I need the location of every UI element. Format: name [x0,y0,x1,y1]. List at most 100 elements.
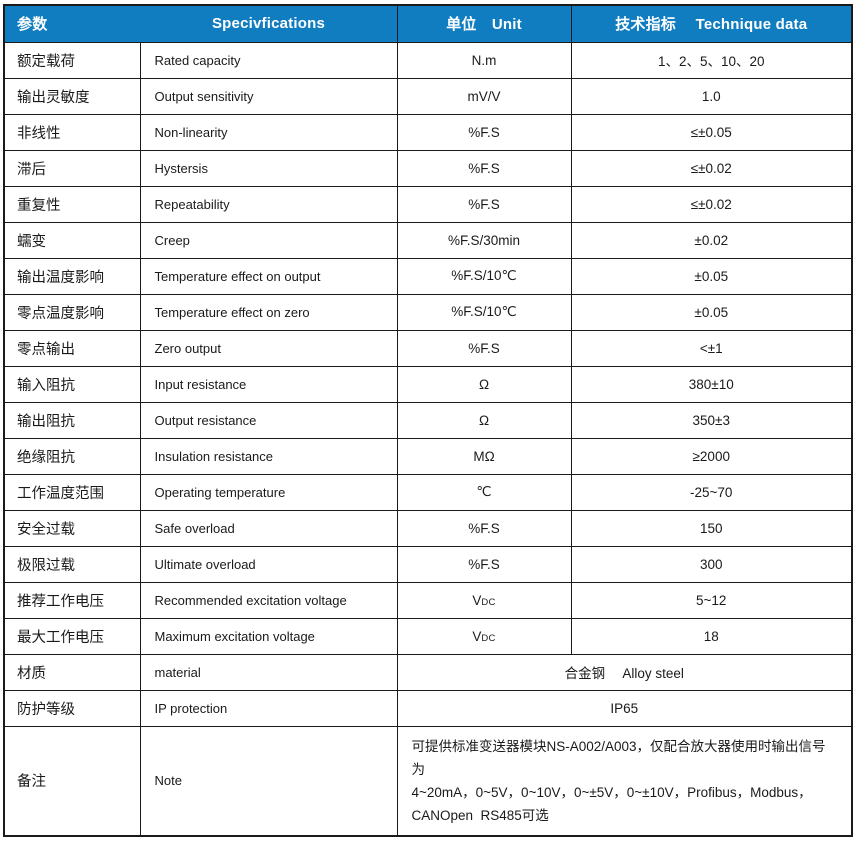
table-row: 零点温度影响 Temperature effect on zero %F.S/1… [3,293,853,331]
table-row: 最大工作电压 Maximum excitation voltage VDC 18 [3,617,853,655]
table-row: 重复性 Repeatability %F.S ≤±0.02 [3,185,853,223]
value-cell: 350±3 [570,401,853,439]
unit-text: %F.S [468,340,500,356]
unit-text: %F.S [468,520,500,536]
param-en-cell: Rated capacity [139,41,398,79]
param-zh-cell: 备注 [3,725,141,837]
value-cell: ≤±0.02 [570,185,853,223]
unit-text: mV/V [467,88,501,104]
param-en-cell: Safe overload [139,509,398,547]
table-row: 备注 Note 可提供标准变送器模块NS-A002/A003，仅配合放大器使用时… [3,725,853,837]
param-en-cell: Output sensitivity [139,77,398,115]
param-en-cell: Non-linearity [139,113,398,151]
table-row: 滞后 Hystersis %F.S ≤±0.02 [3,149,853,187]
value-cell: ≤±0.05 [570,113,853,151]
param-en-cell: Ultimate overload [139,545,398,583]
param-zh-cell: 最大工作电压 [3,617,141,655]
value-cell: <±1 [570,329,853,367]
param-zh-cell: 材质 [3,653,141,691]
param-zh-cell: 输出灵敏度 [3,77,141,115]
unit-cell: ℃ [396,473,572,511]
value-cell: -25~70 [570,473,853,511]
param-en-cell: Creep [139,221,398,259]
unit-cell: %F.S/30min [396,221,572,259]
unit-text: MΩ [473,448,495,464]
param-zh-cell: 防护等级 [3,689,141,727]
unit-text: %F.S [468,196,500,212]
value-cell: ≤±0.02 [570,149,853,187]
unit-text: V [472,592,482,608]
unit-cell: %F.S [396,113,572,151]
unit-cell: Ω [396,401,572,439]
unit-text: Ω [478,376,490,392]
unit-cell: %F.S [396,545,572,583]
param-zh-cell: 额定载荷 [3,41,141,79]
value-cell: ±0.02 [570,221,853,259]
header-row: 参数 Specivfications 单位 Unit 技术指标 Techniqu… [3,4,853,43]
merged-value-cell: IP65 [396,689,853,727]
unit-text: V [472,628,482,644]
unit-cell: VDC [396,581,572,619]
param-en-cell: IP protection [139,689,398,727]
unit-subscript: DC [481,632,496,644]
unit-text: N.m [471,52,497,68]
value-cell: 1、2、5、10、20 [570,41,853,79]
param-zh-cell: 绝缘阻抗 [3,437,141,475]
note-text-cell: 可提供标准变送器模块NS-A002/A003，仅配合放大器使用时输出信号为 4~… [396,725,853,837]
unit-cell: %F.S [396,509,572,547]
value-cell: ±0.05 [570,293,853,331]
table-row: 额定载荷 Rated capacity N.m 1、2、5、10、20 [3,41,853,79]
unit-subscript: DC [481,596,496,608]
param-zh-cell: 零点输出 [3,329,141,367]
header-param: 参数 [3,4,141,43]
unit-cell: Ω [396,365,572,403]
unit-cell: %F.S/10℃ [396,293,572,331]
param-zh-cell: 推荐工作电压 [3,581,141,619]
param-zh-cell: 输出阻抗 [3,401,141,439]
unit-text: %F.S/30min [447,232,521,248]
table-row: 防护等级 IP protection IP65 [3,689,853,727]
param-en-cell: material [139,653,398,691]
param-en-cell: Temperature effect on output [139,257,398,295]
param-zh-cell: 蠕变 [3,221,141,259]
value-cell: 380±10 [570,365,853,403]
unit-cell: VDC [396,617,572,655]
table-row: 安全过载 Safe overload %F.S 150 [3,509,853,547]
value-cell: 18 [570,617,853,655]
param-zh-cell: 输入阻抗 [3,365,141,403]
unit-text: %F.S/10℃ [451,304,517,319]
param-en-cell: Recommended excitation voltage [139,581,398,619]
param-en-cell: Maximum excitation voltage [139,617,398,655]
unit-text: ℃ [476,484,492,499]
table-row: 极限过载 Ultimate overload %F.S 300 [3,545,853,583]
value-cell: 150 [570,509,853,547]
table-row: 输出灵敏度 Output sensitivity mV/V 1.0 [3,77,853,115]
table-row: 工作温度范围 Operating temperature ℃ -25~70 [3,473,853,511]
param-zh-cell: 工作温度范围 [3,473,141,511]
value-cell: 300 [570,545,853,583]
param-en-cell: Note [139,725,398,837]
param-en-cell: Insulation resistance [139,437,398,475]
param-en-cell: Hystersis [139,149,398,187]
value-cell: ≥2000 [570,437,853,475]
unit-text: %F.S [468,556,500,572]
param-zh-cell: 零点温度影响 [3,293,141,331]
table-row: 输出温度影响 Temperature effect on output %F.S… [3,257,853,295]
param-zh-cell: 安全过载 [3,509,141,547]
unit-text: %F.S [468,124,500,140]
spec-table: 参数 Specivfications 单位 Unit 技术指标 Techniqu… [3,4,853,838]
param-zh-cell: 重复性 [3,185,141,223]
table-row: 材质 material 合金钢 Alloy steel [3,653,853,691]
table-row: 推荐工作电压 Recommended excitation voltage VD… [3,581,853,619]
table-row: 零点输出 Zero output %F.S <±1 [3,329,853,367]
unit-cell: N.m [396,41,572,79]
header-technique-data: 技术指标 Technique data [570,4,853,43]
unit-text: Ω [478,412,490,428]
param-zh-cell: 滞后 [3,149,141,187]
unit-text: %F.S [468,160,500,176]
unit-cell: MΩ [396,437,572,475]
unit-cell: %F.S [396,185,572,223]
header-specifications: Specivfications [139,4,398,43]
value-cell: 5~12 [570,581,853,619]
